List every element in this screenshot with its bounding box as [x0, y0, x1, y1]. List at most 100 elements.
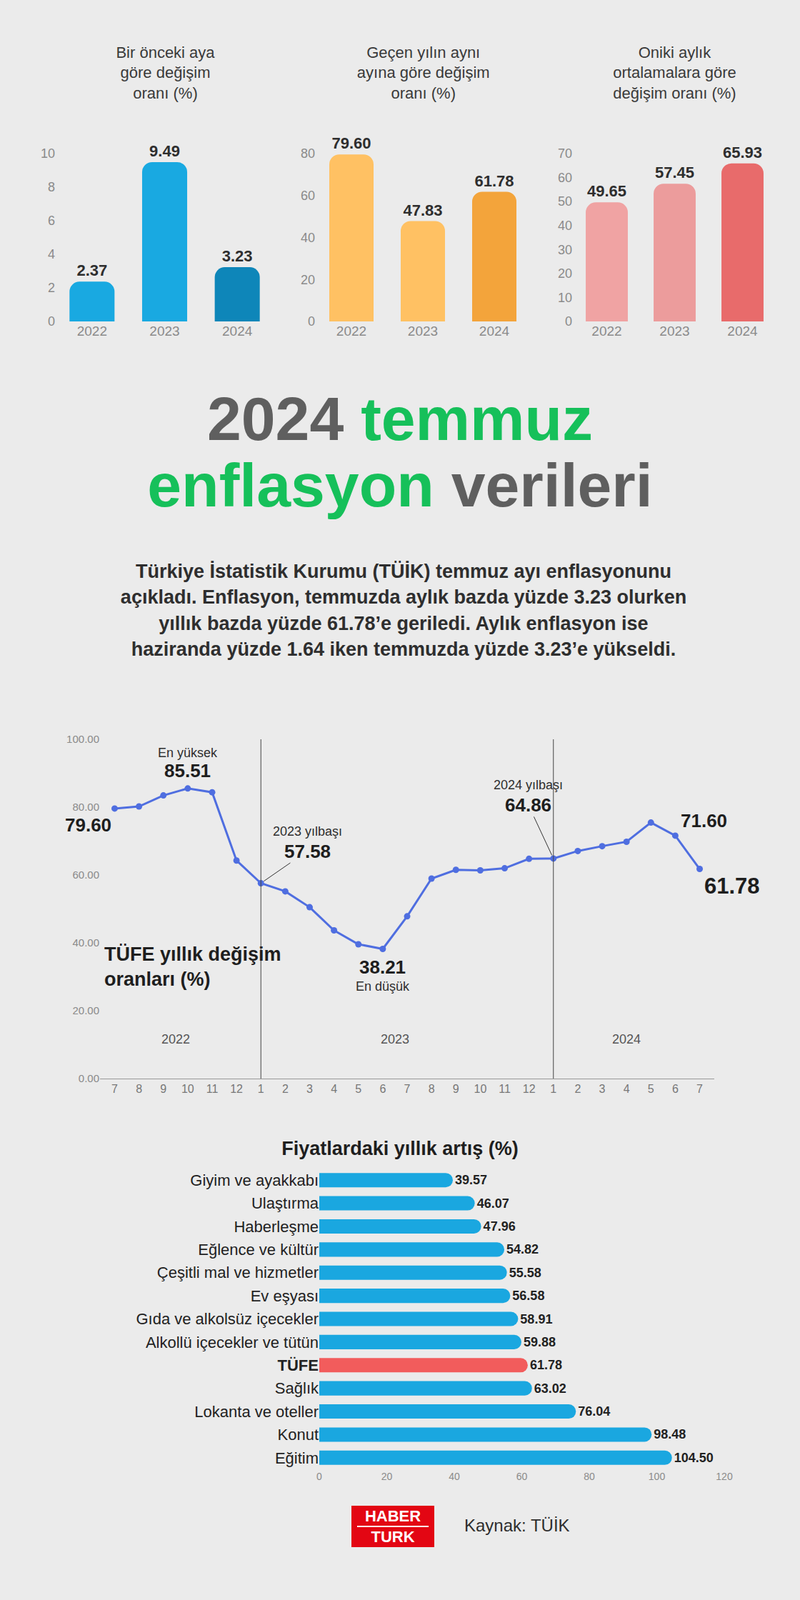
svg-text:40: 40 [300, 230, 315, 245]
svg-text:Eğitim: Eğitim [275, 1449, 319, 1468]
svg-text:20: 20 [557, 266, 573, 281]
svg-text:3.23: 3.23 [222, 247, 253, 265]
svg-text:20: 20 [300, 272, 315, 288]
svg-text:70: 70 [557, 146, 573, 161]
svg-text:2024: 2024 [479, 323, 510, 339]
svg-text:39.57: 39.57 [455, 1172, 488, 1188]
svg-text:61.78: 61.78 [704, 873, 760, 899]
svg-text:2: 2 [574, 1082, 581, 1095]
svg-text:2: 2 [282, 1082, 289, 1095]
svg-text:2024: 2024 [222, 323, 253, 339]
svg-text:100: 100 [648, 1470, 666, 1483]
svg-text:Giyim ve ayakkabı: Giyim ve ayakkabı [190, 1171, 319, 1190]
svg-text:5: 5 [355, 1082, 362, 1095]
svg-text:2023: 2023 [407, 323, 438, 339]
svg-text:60: 60 [300, 188, 315, 203]
svg-text:9: 9 [160, 1082, 167, 1095]
svg-text:8: 8 [135, 1082, 143, 1095]
svg-text:Lokanta ve oteller: Lokanta ve oteller [194, 1402, 319, 1421]
svg-text:3: 3 [306, 1082, 313, 1095]
svg-text:49.65: 49.65 [587, 182, 627, 200]
svg-text:71.60: 71.60 [680, 810, 728, 832]
svg-text:79.60: 79.60 [65, 814, 112, 836]
svg-text:57.58: 57.58 [284, 840, 331, 863]
svg-text:54.82: 54.82 [506, 1242, 539, 1257]
svg-text:6: 6 [379, 1082, 386, 1095]
svg-text:80.00: 80.00 [72, 800, 100, 813]
svg-text:4: 4 [623, 1082, 630, 1095]
svg-text:2023: 2023 [149, 323, 180, 339]
svg-text:2.37: 2.37 [76, 261, 108, 280]
svg-text:7: 7 [404, 1082, 411, 1095]
svg-text:64.86: 64.86 [505, 794, 552, 816]
svg-text:30: 30 [557, 242, 573, 258]
svg-text:Konut: Konut [277, 1425, 320, 1444]
svg-text:2024 yılbaşı: 2024 yılbaşı [493, 777, 563, 793]
svg-text:5: 5 [647, 1082, 655, 1095]
svg-text:60: 60 [516, 1470, 528, 1483]
svg-text:4: 4 [330, 1082, 338, 1095]
svg-text:60.00: 60.00 [72, 868, 100, 881]
svg-text:0: 0 [565, 314, 573, 329]
svg-text:20.00: 20.00 [72, 1004, 100, 1017]
svg-text:7: 7 [111, 1082, 118, 1095]
svg-text:9: 9 [452, 1082, 460, 1095]
svg-text:2024: 2024 [727, 323, 758, 339]
svg-text:47.83: 47.83 [402, 201, 443, 220]
svg-text:TÜFE yıllık değişimoranları (%: TÜFE yıllık değişimoranları (%) [104, 943, 282, 990]
svg-text:6: 6 [47, 213, 55, 228]
svg-text:1: 1 [550, 1082, 557, 1095]
svg-text:0: 0 [47, 314, 55, 329]
svg-text:104.50: 104.50 [674, 1450, 714, 1465]
svg-text:Geçen yılın aynıayına göre değ: Geçen yılın aynıayına göre değişimoranı … [357, 43, 490, 103]
svg-text:Gıda ve alkolsüz içecekler: Gıda ve alkolsüz içecekler [135, 1310, 319, 1328]
svg-text:Oniki aylıkortalamalara görede: Oniki aylıkortalamalara göredeğişim oran… [612, 43, 736, 103]
svg-text:Alkollü içecekler ve tütün: Alkollü içecekler ve tütün [145, 1333, 319, 1352]
svg-text:0.00: 0.00 [78, 1072, 100, 1085]
svg-text:6: 6 [672, 1082, 679, 1095]
svg-text:4: 4 [47, 247, 55, 262]
svg-text:3: 3 [599, 1082, 606, 1095]
svg-text:60: 60 [557, 170, 573, 185]
svg-text:59.88: 59.88 [523, 1335, 556, 1350]
svg-text:98.48: 98.48 [653, 1427, 686, 1442]
svg-text:11: 11 [206, 1082, 219, 1095]
svg-text:100.00: 100.00 [66, 732, 100, 745]
svg-text:Eğlence ve kültür: Eğlence ve kültür [197, 1240, 319, 1259]
svg-text:11: 11 [498, 1082, 511, 1095]
svg-text:Bir önceki ayagöre değişimoran: Bir önceki ayagöre değişimoranı (%) [115, 43, 215, 103]
svg-text:En düşük: En düşük [355, 979, 410, 994]
svg-text:Ev eşyası: Ev eşyası [250, 1287, 319, 1305]
svg-text:Fiyatlardaki yıllık artış (%): Fiyatlardaki yıllık artış (%) [281, 1137, 519, 1160]
svg-text:2024: 2024 [612, 1032, 641, 1047]
svg-text:8: 8 [47, 180, 55, 195]
svg-text:79.60: 79.60 [331, 134, 371, 153]
svg-text:50: 50 [557, 194, 573, 209]
svg-text:80: 80 [300, 146, 315, 161]
svg-text:20: 20 [381, 1470, 393, 1483]
svg-text:2022: 2022 [336, 323, 367, 339]
svg-text:2023 yılbaşı: 2023 yılbaşı [272, 824, 343, 839]
svg-text:46.07: 46.07 [477, 1196, 510, 1211]
svg-text:Çeşitli mal ve hizmetler: Çeşitli mal ve hizmetler [157, 1263, 319, 1282]
svg-text:0: 0 [316, 1470, 323, 1483]
svg-text:38.21: 38.21 [359, 956, 406, 978]
svg-text:8: 8 [428, 1082, 435, 1095]
svg-text:2022: 2022 [591, 323, 622, 339]
svg-text:2023: 2023 [659, 323, 690, 339]
svg-text:80: 80 [583, 1470, 595, 1483]
svg-text:7: 7 [696, 1082, 703, 1095]
svg-text:2: 2 [47, 280, 55, 295]
svg-text:2023: 2023 [380, 1032, 410, 1047]
svg-text:TÜFE: TÜFE [277, 1356, 319, 1375]
svg-text:57.45: 57.45 [655, 163, 695, 182]
svg-text:76.04: 76.04 [577, 1404, 610, 1419]
svg-text:58.91: 58.91 [520, 1312, 553, 1327]
svg-text:12: 12 [522, 1082, 536, 1095]
svg-text:61.78: 61.78 [530, 1357, 563, 1373]
svg-text:63.02: 63.02 [534, 1381, 567, 1396]
svg-text:10: 10 [473, 1082, 487, 1095]
svg-text:10: 10 [557, 290, 573, 305]
svg-text:85.51: 85.51 [164, 760, 211, 782]
svg-text:12: 12 [230, 1082, 243, 1095]
